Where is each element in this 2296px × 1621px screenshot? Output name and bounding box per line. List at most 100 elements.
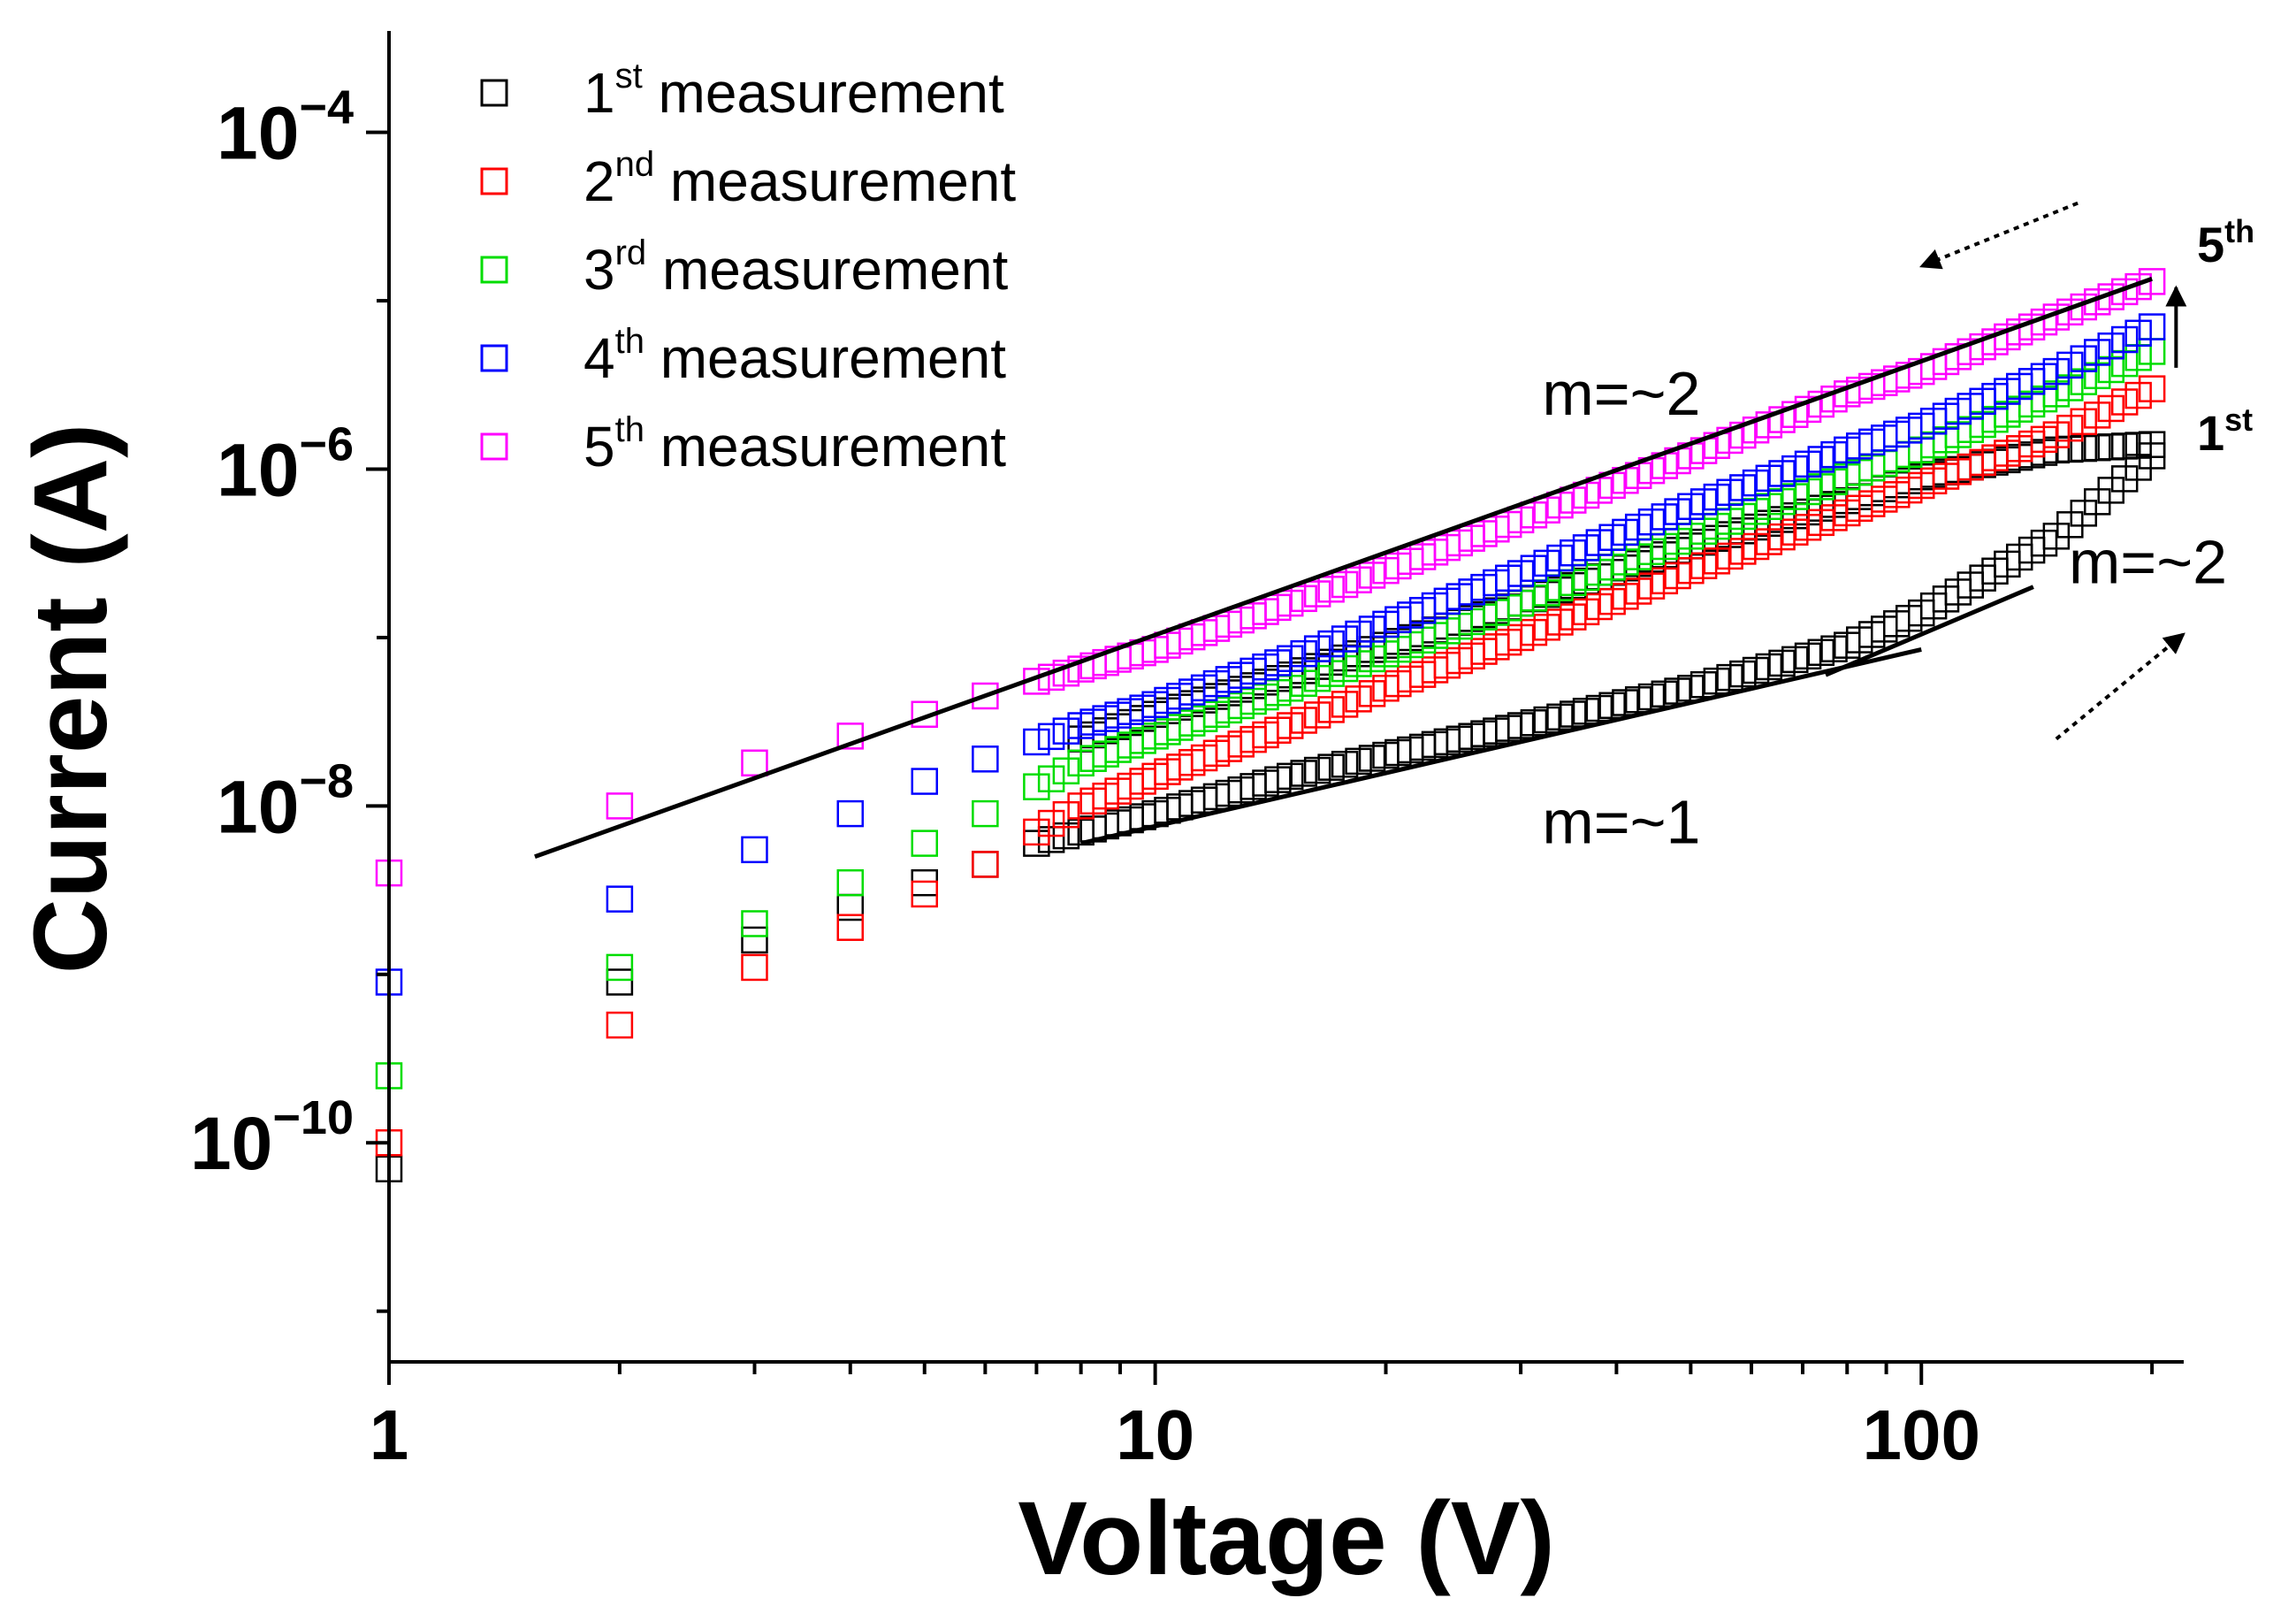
x-axis-title: Voltage (V) [1018, 1480, 1555, 1597]
data-point [911, 880, 938, 908]
data-point [2110, 349, 2139, 378]
data-point [2084, 433, 2111, 462]
data-point [836, 914, 865, 941]
data-point [2070, 408, 2098, 436]
data-point [2124, 381, 2152, 409]
data-point [1290, 585, 1317, 613]
data-point [1331, 654, 1359, 683]
data-point [1345, 566, 1372, 593]
data-point [606, 885, 634, 913]
legend-label: 3rd measurement [584, 233, 1008, 302]
x-tick-label: 1 [370, 1395, 409, 1474]
data-point [2070, 368, 2098, 395]
data-point [2110, 432, 2139, 460]
y-tick-label: 10−10 [190, 1091, 354, 1185]
data-point [741, 926, 768, 954]
legend-marker [480, 432, 508, 461]
data-point [1331, 750, 1359, 778]
data-point [1052, 717, 1080, 745]
legend-label: 2nd measurement [584, 145, 1016, 213]
data-point [1276, 645, 1304, 672]
data-point [2084, 339, 2111, 366]
data-point [1023, 773, 1050, 800]
data-point [606, 1011, 634, 1039]
data-point [2042, 421, 2071, 448]
data-point [836, 723, 865, 750]
data-point [1037, 723, 1065, 751]
data-point [972, 746, 999, 773]
m-equals-2-right: m=~2 [2069, 528, 2227, 597]
label-5th: 5th [2197, 213, 2254, 272]
data-point [1037, 826, 1065, 853]
data-point [1023, 818, 1050, 846]
data-point [911, 768, 938, 795]
data-point [1358, 680, 1386, 707]
legend-marker [480, 344, 508, 372]
series-2 [375, 375, 2166, 1157]
data-point [972, 851, 999, 878]
data-point [2056, 374, 2084, 401]
data-point [1303, 664, 1331, 692]
data-point [1345, 685, 1372, 713]
fit-1st-m1 [1080, 646, 1922, 846]
legend-marker [480, 79, 508, 107]
data-point [1317, 753, 1345, 781]
label-1st: 1st [2197, 401, 2253, 461]
x-tick-label: 10 [1116, 1395, 1194, 1474]
y-tick-label: 10−8 [217, 754, 354, 848]
legend-label: 1st measurement [584, 57, 1004, 125]
arrow-sweep-up [2055, 632, 2185, 741]
data-point [1317, 660, 1345, 687]
data-point [972, 851, 999, 878]
data-point [2138, 431, 2166, 458]
data-point [1052, 757, 1080, 784]
data-point [1303, 635, 1331, 662]
data-point [606, 792, 634, 820]
y-tick-label: 10−4 [217, 81, 354, 175]
data-point [606, 953, 634, 982]
data-point [741, 836, 768, 864]
legend-marker [480, 167, 508, 195]
data-point [2124, 319, 2152, 348]
x-tick-label: 100 [1863, 1395, 1980, 1474]
data-point [1276, 712, 1304, 739]
data-point [1345, 650, 1372, 677]
data-point [2097, 356, 2124, 384]
data-point [2097, 332, 2124, 360]
data-point [1276, 762, 1304, 791]
data-point [2084, 401, 2111, 429]
data-point [2138, 338, 2166, 365]
data-point [2056, 414, 2084, 442]
data-point [1052, 800, 1080, 829]
data-point [1331, 625, 1359, 653]
data-point [2056, 351, 2084, 379]
data-point [741, 910, 768, 937]
data-point [1037, 809, 1065, 837]
fit-5th-m2 [534, 276, 2153, 860]
data-point [1345, 620, 1372, 648]
data-point [1276, 589, 1304, 617]
data-point [836, 799, 865, 828]
data-point [2097, 433, 2124, 461]
data-point [2110, 325, 2139, 354]
data-point [741, 953, 768, 982]
m-equals-2-upper: m=~2 [1542, 359, 1700, 428]
data-point [1037, 765, 1065, 792]
legend-label: 5th measurement [584, 410, 1006, 478]
y-tick-label: 10−6 [217, 418, 354, 512]
legend: 1st measurement 2nd measurement 3rd measur… [480, 57, 1016, 478]
fit-1st-m2 [1824, 585, 2034, 677]
data-point [836, 868, 865, 897]
data-point [2084, 362, 2111, 390]
data-point [2138, 375, 2166, 402]
data-point [972, 682, 999, 710]
data-point [972, 799, 999, 828]
data-point [911, 868, 938, 897]
arrow-sweep-down [1919, 201, 2079, 270]
data-point [1331, 570, 1359, 599]
m-equals-1: m=~1 [1542, 788, 1700, 857]
data-point [2124, 344, 2152, 371]
data-point [2056, 435, 2084, 463]
data-point [2138, 313, 2166, 340]
